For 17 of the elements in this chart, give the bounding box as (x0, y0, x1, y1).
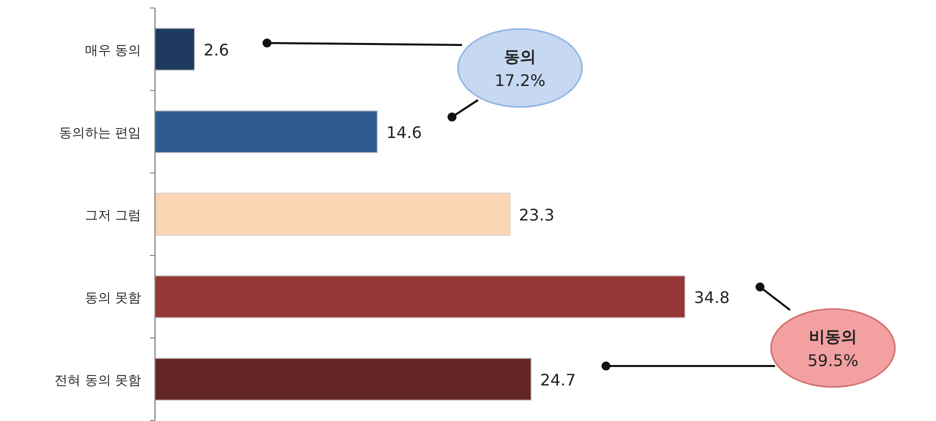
data-label: 24.7 (540, 370, 576, 390)
bar (154, 110, 378, 154)
data-label: 14.6 (386, 122, 422, 142)
data-label: 2.6 (204, 40, 230, 60)
annotation: 동의 17.2% (494, 47, 546, 90)
y-tick-label: 매우 동의 (84, 43, 141, 58)
text: 비동의 59.5% (808, 327, 858, 370)
y-tick-label: 그저 그럼 (84, 208, 141, 224)
bar (154, 358, 532, 401)
bar (154, 192, 510, 236)
y-tick-label: 동의 못함 (84, 290, 141, 306)
bar (154, 28, 196, 71)
data-label: 34.8 (694, 288, 730, 307)
bar (154, 275, 686, 318)
y-tick-label: 전혀 동의 못함 (54, 373, 141, 388)
y-tick-label: 동의하는 편임 (58, 126, 141, 141)
data-label: 23.3 (518, 205, 554, 224)
